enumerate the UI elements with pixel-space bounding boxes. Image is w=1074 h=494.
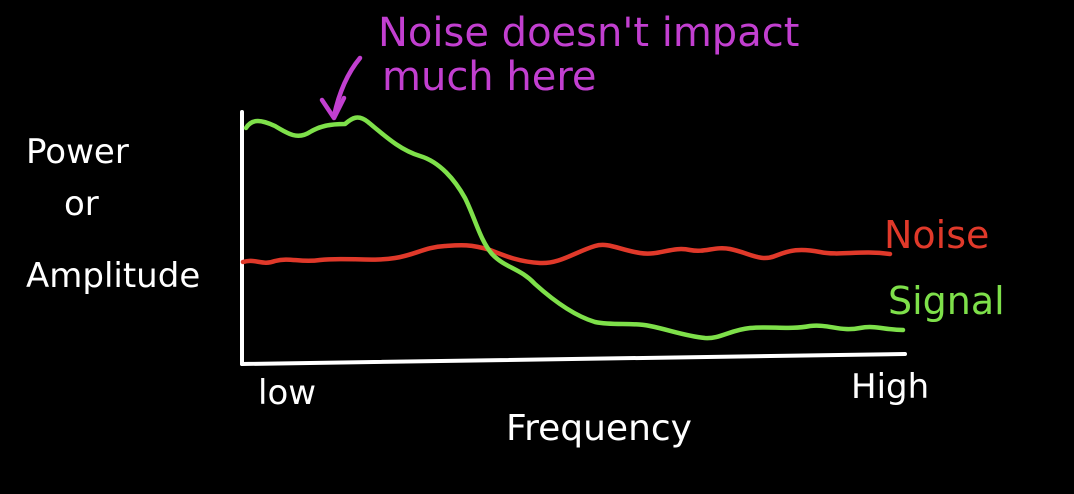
x-axis-high-label: High (851, 367, 929, 407)
y-axis-label-line2: or (64, 184, 99, 224)
noise-curve (240, 242, 893, 266)
signal-curve (243, 115, 906, 341)
annotation-arrow (331, 55, 363, 119)
annotation-arrowhead (319, 95, 347, 121)
annotation-line2: much here (382, 54, 597, 100)
annotation-line1: Noise doesn't impact (378, 10, 799, 56)
noise-label: Noise (884, 213, 989, 257)
x-axis-low-label: low (258, 373, 316, 413)
signal-label: Signal (888, 279, 1005, 323)
x-axis-label: Frequency (506, 408, 692, 449)
y-axis-label-line1: Power (26, 132, 129, 172)
x-axis (240, 352, 907, 366)
y-axis-label-line3: Amplitude (26, 256, 200, 296)
